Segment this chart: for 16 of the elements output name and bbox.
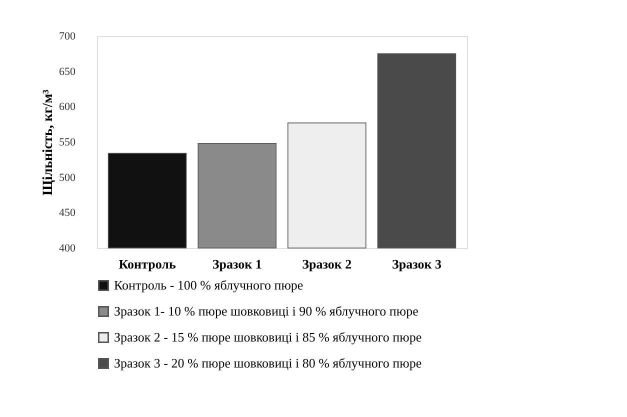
legend-label: Зразок 1- 10 % пюре шовковиці і 90 % яблучного пюре bbox=[114, 304, 419, 318]
legend-label: Зразок 3 - 20 % пюре шовковиці і 80 % яблучного пюре bbox=[114, 356, 422, 370]
y-axis-title: Щільність, кг/м³ bbox=[41, 89, 56, 196]
legend-label: Контроль - 100 % яблучного пюре bbox=[114, 278, 304, 292]
y-tick-label: 400 bbox=[59, 242, 76, 254]
y-tick-label: 500 bbox=[59, 172, 76, 184]
y-tick-label: 550 bbox=[59, 136, 76, 148]
legend-label: Зразок 2 - 15 % пюре шовковиці і 85 % яблучного пюре bbox=[114, 330, 422, 344]
x-tick-label: Зразок 1 bbox=[212, 256, 262, 272]
x-tick-label: Контроль bbox=[118, 256, 176, 272]
x-tick-label: Зразок 2 bbox=[302, 256, 352, 272]
y-tick-label: 700 bbox=[59, 30, 76, 42]
y-tick-label: 650 bbox=[59, 66, 76, 78]
x-tick-label: Зразок 3 bbox=[392, 256, 442, 272]
y-tick-label: 600 bbox=[59, 101, 76, 114]
y-tick-label: 450 bbox=[59, 207, 76, 220]
